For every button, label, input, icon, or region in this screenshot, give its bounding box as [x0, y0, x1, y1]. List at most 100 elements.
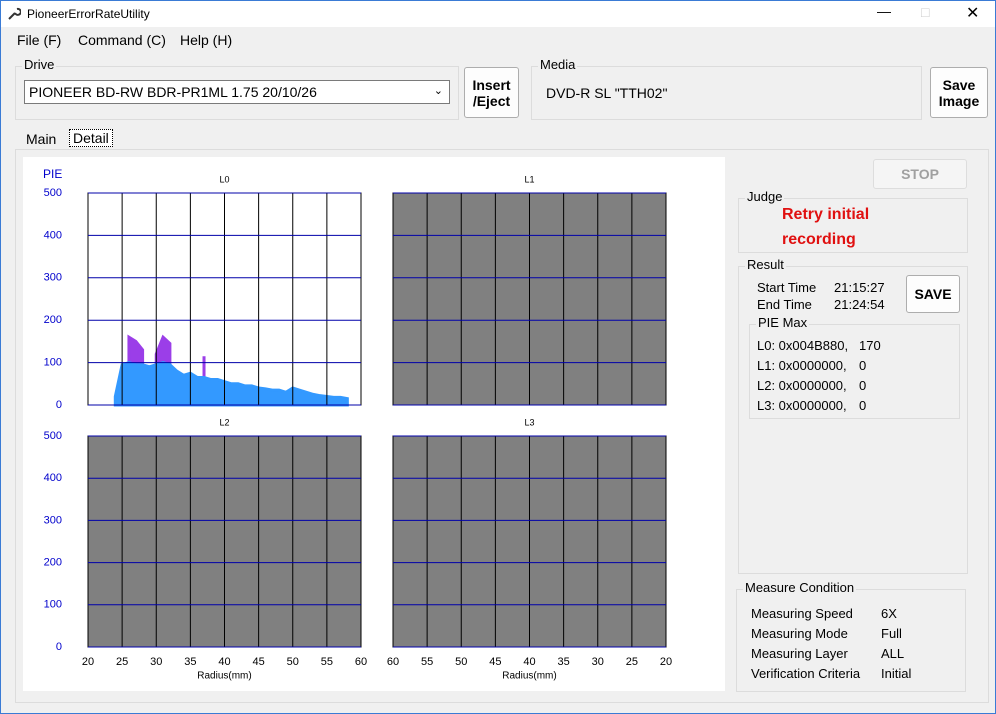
x-tick-label: 45 — [253, 656, 265, 668]
x-tick-label: 35 — [184, 656, 196, 668]
x-tick-label: 20 — [82, 656, 94, 668]
x-tick-label: 55 — [421, 656, 433, 668]
measure-value: Full — [881, 626, 902, 641]
save-image-button[interactable]: Save Image — [930, 67, 988, 118]
judge-group: Judge Retry initial recording — [738, 189, 968, 253]
y-tick-label: 200 — [44, 557, 62, 569]
tab-detail[interactable]: Detail — [69, 129, 113, 147]
media-value: DVD-R SL "TTH02" — [546, 85, 668, 101]
pie-max-value: 170 — [859, 338, 881, 353]
measure-value: ALL — [881, 646, 905, 661]
measure-value: 6X — [881, 606, 897, 621]
y-tick-label: 0 — [56, 641, 62, 653]
pie-max-label: PIE Max — [756, 315, 810, 330]
y-tick-label: 0 — [56, 399, 62, 411]
save-button[interactable]: SAVE — [906, 275, 960, 313]
x-tick-label: 25 — [116, 656, 128, 668]
end-time-label: End Time — [757, 297, 812, 312]
menu-file[interactable]: File (F) — [17, 32, 62, 48]
chart-title: L3 — [524, 417, 534, 427]
button-text: Save — [942, 76, 976, 93]
x-tick-label: 60 — [387, 656, 399, 668]
judge-text: Retry initial — [782, 206, 870, 223]
minimize[interactable]: — — [877, 3, 891, 19]
y-tick-label: 100 — [44, 599, 62, 611]
pie-max-value: 0 — [859, 398, 867, 413]
end-time-value: 21:24:54 — [834, 297, 885, 312]
chart-title: L2 — [219, 417, 229, 427]
title-bar: PioneerErrorRateUtility — □ ✕ — [1, 1, 995, 27]
maximize[interactable]: □ — [921, 4, 930, 20]
button-text: SAVE — [914, 286, 952, 302]
drive-combo[interactable]: PIONEER BD-RW BDR-PR1ML 1.75 20/10/26 ⌄ — [24, 80, 450, 104]
app-icon — [8, 7, 21, 20]
x-tick-label: 20 — [660, 656, 672, 668]
start-time-label: Start Time — [757, 280, 817, 295]
menu-command[interactable]: Command (C) — [78, 32, 166, 48]
x-tick-label: 30 — [592, 656, 604, 668]
y-tick-label: 300 — [44, 272, 62, 284]
button-text: STOP — [901, 166, 939, 182]
y-tick-label: 500 — [44, 187, 62, 199]
pie-max-address: L2: 0x0000000, — [757, 378, 847, 393]
pie-max-address: L0: 0x004B880, — [757, 338, 849, 353]
measure-name: Measuring Speed — [751, 606, 853, 621]
tab-main[interactable]: Main — [26, 131, 57, 147]
y-tick-label: 300 — [44, 514, 62, 526]
x-tick-label: 60 — [355, 656, 367, 668]
measure-group: Measure Condition Measuring Speed 6X Measu… — [736, 580, 966, 692]
button-text: Image — [938, 92, 980, 109]
button-text: Insert — [472, 76, 511, 93]
measure-name: Verification Criteria — [751, 666, 861, 681]
x-tick-label: 30 — [150, 656, 162, 668]
y-tick-label: 400 — [44, 229, 62, 241]
pie-max-value: 0 — [859, 358, 867, 373]
x-axis-title: Radius(mm) — [197, 671, 251, 682]
tab-panel — [15, 149, 989, 703]
x-tick-label: 40 — [523, 656, 535, 668]
measure-label: Measure Condition — [743, 580, 857, 595]
result-group: Result Start Time 21:15:27 End Time 21:2… — [738, 257, 968, 574]
x-tick-label: 25 — [626, 656, 638, 668]
chart-title: L0 — [219, 174, 229, 184]
x-tick-label: 35 — [558, 656, 570, 668]
x-tick-label: 55 — [321, 656, 333, 668]
insert-eject-button[interactable]: Insert /Eject — [464, 67, 519, 118]
button-text: /Eject — [472, 92, 511, 109]
y-tick-label: 500 — [44, 430, 62, 442]
pie-max-address: L1: 0x0000000, — [757, 358, 847, 373]
x-tick-label: 50 — [287, 656, 299, 668]
drive-label: Drive — [22, 57, 57, 72]
window-title: PioneerErrorRateUtility — [27, 7, 150, 21]
data-area — [113, 361, 349, 407]
measure-name: Measuring Layer — [751, 646, 848, 661]
measure-value: Initial — [881, 666, 912, 681]
judge-label: Judge — [745, 189, 785, 204]
x-tick-label: 50 — [455, 656, 467, 668]
start-time-value: 21:15:27 — [834, 280, 885, 295]
y-tick-label: 400 — [44, 472, 62, 484]
stop-button[interactable]: STOP — [873, 159, 967, 189]
x-axis-title: Radius(mm) — [502, 671, 556, 682]
y-tick-label: 100 — [44, 357, 62, 369]
x-tick-label: 45 — [489, 656, 501, 668]
pie-max-value: 0 — [859, 378, 867, 393]
judge-text: recording — [782, 231, 856, 248]
pie-max-group: PIE Max L0: 0x004B880, 170 L1: 0x0000000, 0… — [749, 315, 960, 419]
media-group: Media DVD-R SL "TTH02" — [531, 57, 922, 120]
combo-arrow: ⌄ — [433, 85, 443, 97]
close[interactable]: ✕ — [966, 5, 980, 22]
menu-help[interactable]: Help (H) — [180, 32, 233, 48]
media-label: Media — [538, 57, 578, 72]
chart-title: L1 — [524, 174, 534, 184]
y-axis-title: PIE — [43, 167, 62, 181]
y-tick-label: 200 — [44, 314, 62, 326]
drive-value: PIONEER BD-RW BDR-PR1ML 1.75 20/10/26 — [29, 84, 317, 100]
drive-group: Drive PIONEER BD-RW BDR-PR1ML 1.75 20/10… — [15, 57, 459, 120]
measure-name: Measuring Mode — [751, 626, 848, 641]
result-label: Result — [745, 257, 786, 272]
pie-max-address: L3: 0x0000000, — [757, 398, 847, 413]
x-tick-label: 40 — [218, 656, 230, 668]
